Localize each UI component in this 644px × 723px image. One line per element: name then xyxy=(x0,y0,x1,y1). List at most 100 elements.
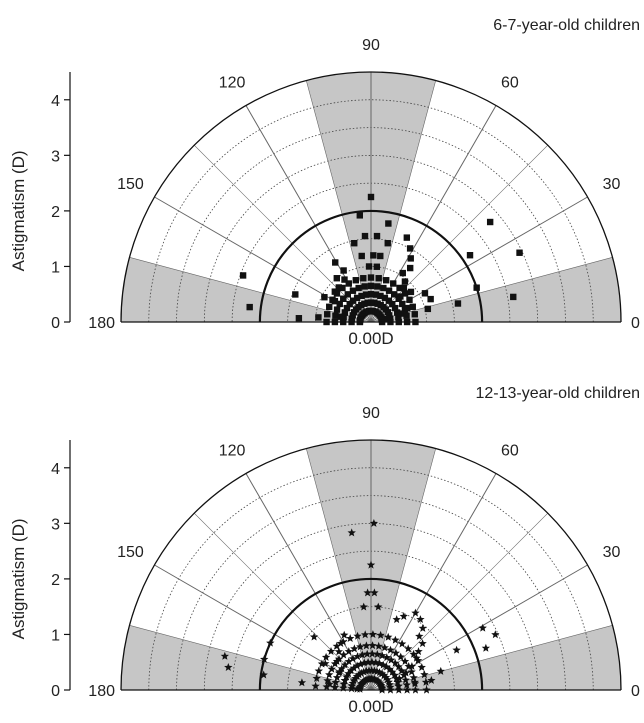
data-point xyxy=(407,288,415,296)
data-point xyxy=(259,670,268,679)
data-point-ring xyxy=(381,294,389,302)
data-point xyxy=(331,288,339,295)
data-point-ring xyxy=(372,667,382,676)
data-point-ring xyxy=(375,659,384,668)
data-point xyxy=(347,681,357,690)
outer-arc xyxy=(120,439,622,691)
data-point xyxy=(363,588,372,597)
data-point-ring xyxy=(349,297,357,304)
data-point xyxy=(373,263,381,270)
data-point xyxy=(454,300,462,307)
data-point-ring xyxy=(332,673,342,682)
data-point-ring xyxy=(349,287,357,294)
data-point-ring xyxy=(403,312,410,319)
data-point-ring xyxy=(360,275,367,282)
data-point-ring xyxy=(325,670,334,679)
data-point-ring xyxy=(332,312,339,319)
data-point-ring xyxy=(352,672,362,681)
data-point xyxy=(410,677,419,686)
data-point xyxy=(321,659,330,668)
data-point-ring xyxy=(337,664,346,673)
data-point-ring xyxy=(367,274,375,281)
grid-spoke xyxy=(129,625,372,691)
data-point-ring xyxy=(327,664,336,673)
data-point-ring xyxy=(330,683,340,691)
data-point xyxy=(397,293,404,300)
data-point-ring xyxy=(326,303,333,310)
data-point-ring xyxy=(404,662,413,670)
data-point-ring xyxy=(395,318,402,326)
data-point xyxy=(367,193,375,201)
data-point-ring xyxy=(422,685,431,694)
data-point-ring xyxy=(362,641,371,650)
data-point-ring xyxy=(378,651,387,660)
data-point-ring xyxy=(331,678,340,687)
data-point xyxy=(353,684,362,693)
data-point xyxy=(335,667,344,676)
grid-ring xyxy=(315,266,427,323)
data-point xyxy=(356,318,364,325)
data-point-ring xyxy=(380,284,387,292)
data-point-ring xyxy=(370,666,379,675)
data-point-ring xyxy=(363,649,372,658)
shaded-sector xyxy=(371,625,621,690)
data-point-ring xyxy=(340,660,350,669)
grid-spoke xyxy=(306,80,372,323)
data-point xyxy=(406,264,414,272)
data-point-ring xyxy=(344,647,353,656)
grid-spoke xyxy=(194,513,372,691)
chart-title: 6-7-year-old children xyxy=(493,17,640,34)
data-point xyxy=(365,263,373,270)
data-point-ring xyxy=(412,318,419,326)
data-point-ring xyxy=(380,643,389,652)
data-point xyxy=(224,663,233,671)
data-point-ring xyxy=(401,290,409,297)
data-point-ring xyxy=(377,669,387,678)
data-point-ring xyxy=(332,641,341,650)
data-point-ring xyxy=(323,676,332,685)
data-point-ring xyxy=(367,282,375,290)
data-point-ring xyxy=(372,291,380,298)
grid-spoke xyxy=(370,257,613,323)
shaded-sector xyxy=(371,257,621,322)
data-point xyxy=(403,234,411,241)
data-point-ring xyxy=(368,630,378,638)
data-point xyxy=(246,303,253,311)
data-point-ring xyxy=(349,663,359,672)
data-point xyxy=(510,293,517,301)
data-point-ring xyxy=(391,648,400,657)
data-point-ring xyxy=(406,296,413,303)
data-point-ring xyxy=(343,304,351,312)
data-point xyxy=(414,647,423,656)
radial-tick-label: 3 xyxy=(51,516,60,533)
data-point-ring xyxy=(357,668,366,677)
data-point xyxy=(340,630,349,639)
data-point xyxy=(335,284,342,291)
data-point-ring xyxy=(386,645,395,654)
data-point xyxy=(295,315,303,322)
data-point xyxy=(340,267,347,274)
data-point-ring xyxy=(385,297,393,304)
data-point xyxy=(332,657,342,665)
data-point-ring xyxy=(344,669,353,678)
grid-spoke xyxy=(194,145,372,323)
radial-tick-label: 1 xyxy=(51,259,60,276)
data-point-ring xyxy=(344,657,353,666)
data-point-ring xyxy=(407,667,416,676)
data-point xyxy=(399,269,406,277)
angle-tick-label: 150 xyxy=(117,176,144,193)
polar-chart-12-13-years: 12-13-year-old children 0 1 2 3 4 Astigmatism… xyxy=(9,385,640,716)
data-point-ring xyxy=(389,300,396,308)
data-point xyxy=(404,304,411,312)
data-point xyxy=(370,252,377,259)
data-point xyxy=(369,519,379,527)
data-point xyxy=(394,681,403,690)
grid-spoke xyxy=(154,564,372,691)
data-point-ring xyxy=(347,684,356,693)
shaded-sector xyxy=(121,257,371,322)
data-point-ring xyxy=(385,287,393,294)
data-point xyxy=(392,615,401,624)
data-point-ring xyxy=(339,650,348,659)
data-point-ring xyxy=(331,318,339,326)
data-point xyxy=(239,272,247,279)
